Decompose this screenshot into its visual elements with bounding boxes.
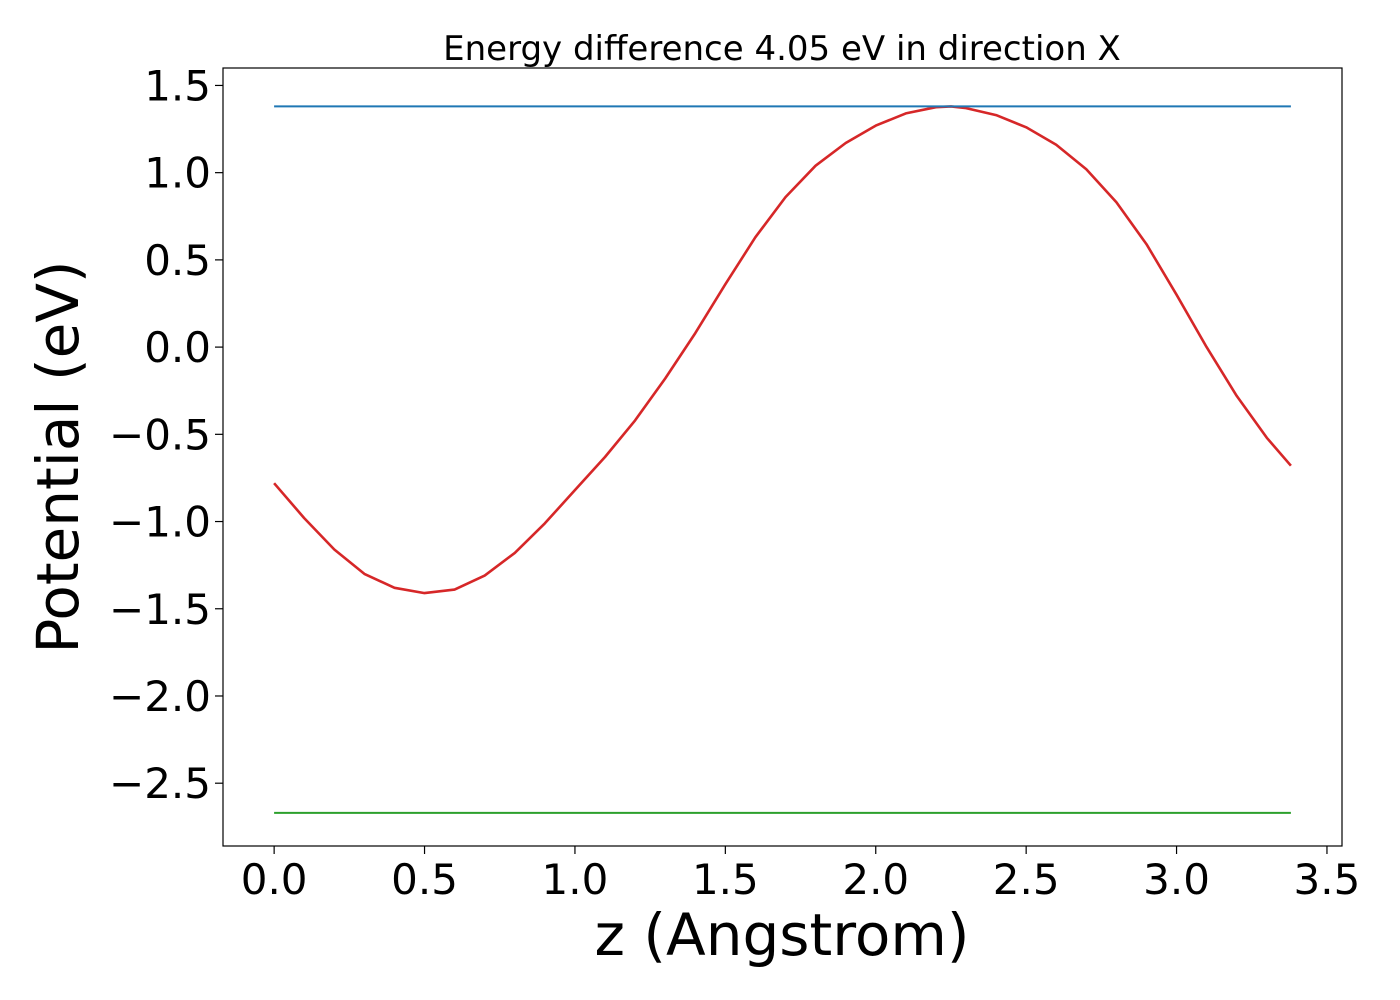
y-tick-label: 1.5 bbox=[144, 61, 211, 110]
y-axis-ticks: 1.5 1.0 0.5 0.0 −0.5 −1.0 −1.5 −2.0 −2.5 bbox=[109, 61, 223, 808]
y-tick-label: −0.5 bbox=[109, 410, 211, 459]
x-tick-label: 2.5 bbox=[993, 855, 1060, 904]
chart-title: Energy difference 4.05 eV in direction X bbox=[443, 29, 1121, 69]
y-tick-label: 1.0 bbox=[144, 149, 211, 198]
series-layer bbox=[273, 105, 1292, 814]
y-tick-label: −1.5 bbox=[109, 585, 211, 634]
x-tick-label: 1.0 bbox=[542, 855, 609, 904]
x-tick-label: 0.0 bbox=[241, 855, 308, 904]
plot-area-frame bbox=[222, 67, 1343, 847]
x-tick-label: 2.0 bbox=[842, 855, 909, 904]
x-tick-label: 3.0 bbox=[1143, 855, 1210, 904]
y-tick-label: −1.0 bbox=[109, 498, 211, 547]
x-axis-ticks: 0.0 0.5 1.0 1.5 2.0 2.5 3.0 3.5 bbox=[241, 846, 1361, 904]
x-tick-label: 1.5 bbox=[692, 855, 759, 904]
y-tick-label: 0.0 bbox=[144, 323, 211, 372]
x-axis-label: z (Angstrom) bbox=[595, 901, 970, 969]
y-tick-label: −2.0 bbox=[109, 672, 211, 721]
y-tick-label: −2.5 bbox=[109, 759, 211, 808]
y-axis-label: Potential (eV) bbox=[24, 260, 92, 653]
y-tick-label: 0.5 bbox=[144, 236, 211, 285]
series-line-1 bbox=[273, 105, 1292, 595]
x-tick-label: 0.5 bbox=[391, 855, 458, 904]
x-tick-label: 3.5 bbox=[1294, 855, 1361, 904]
